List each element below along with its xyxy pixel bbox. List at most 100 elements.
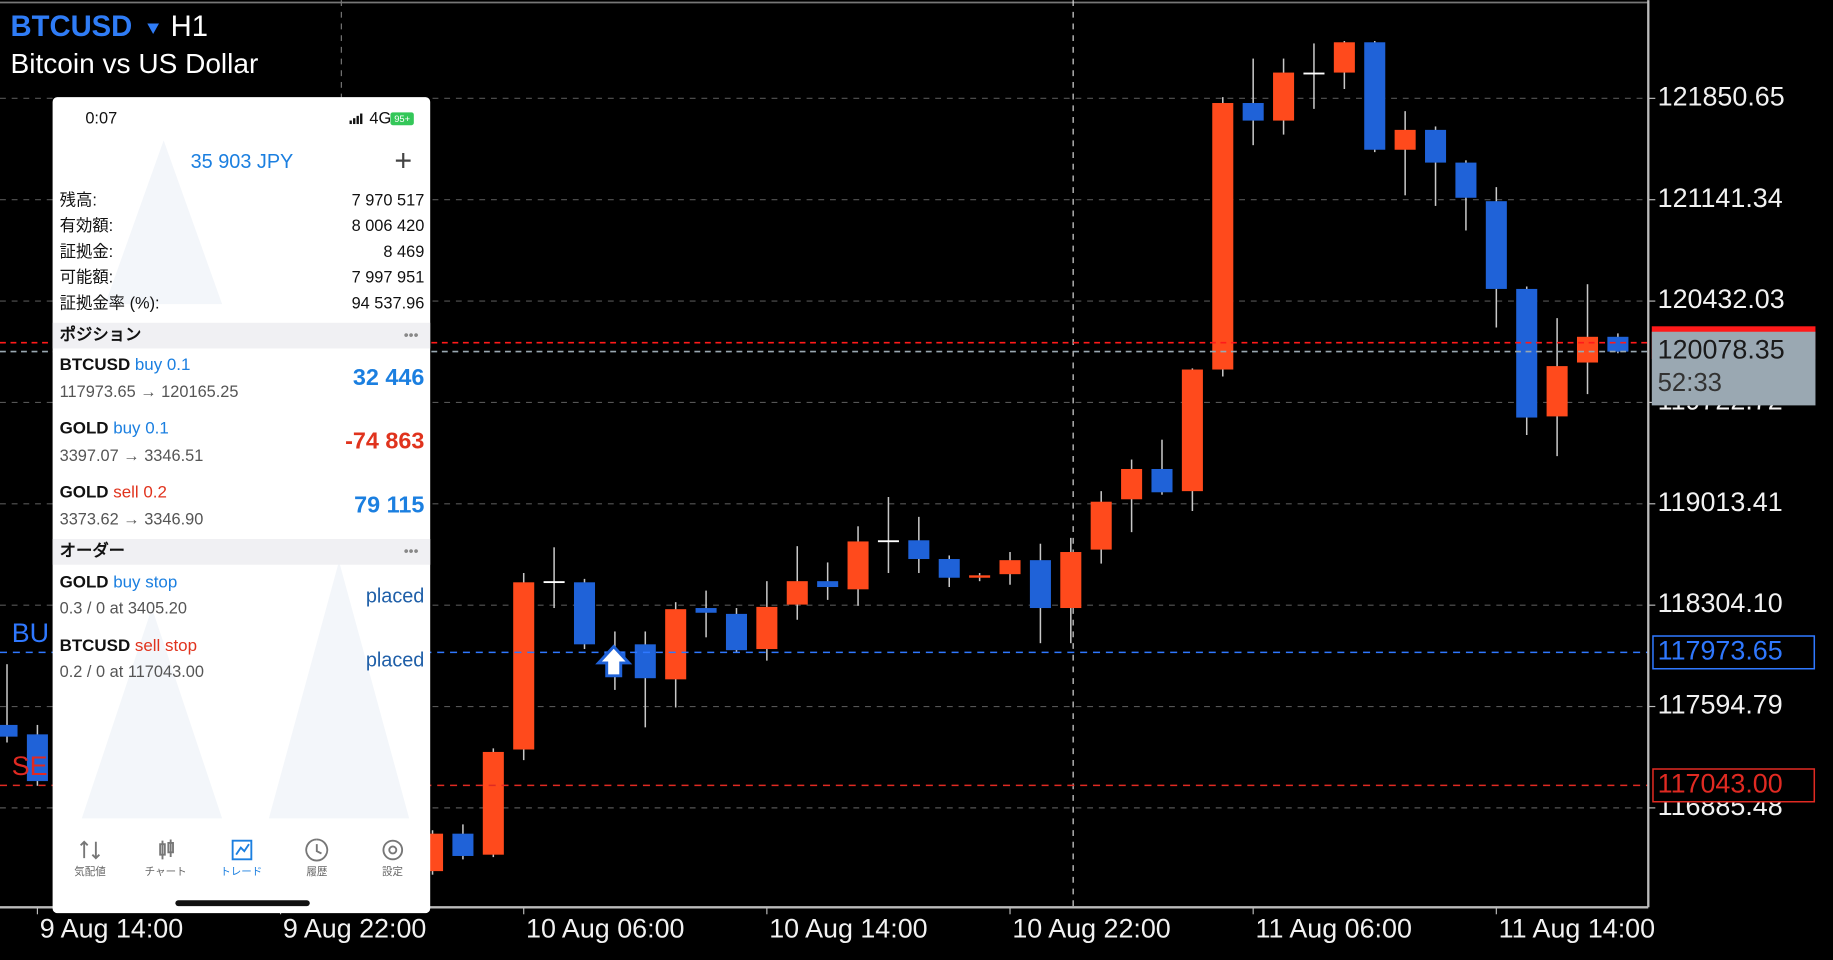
- candle-body: [817, 581, 839, 588]
- level-price-box: [1652, 635, 1816, 670]
- candle-body: [1273, 72, 1295, 121]
- tab-label[interactable]: チャート: [145, 866, 187, 878]
- section-title: オーダー: [60, 541, 125, 560]
- y-tick-label: 117594.79: [1658, 690, 1783, 720]
- tab-icon[interactable]: [231, 839, 253, 861]
- account-label: 証拠金:: [60, 243, 114, 261]
- candle-body: [938, 559, 960, 578]
- symbol: GOLD: [60, 483, 109, 502]
- tab-label[interactable]: 履歴: [306, 866, 328, 878]
- side: buy 0.1: [113, 419, 169, 438]
- candle-body: [1364, 42, 1386, 150]
- account-value: 8 006 420: [352, 217, 425, 235]
- candle-body: [1029, 560, 1051, 609]
- candle-body: [786, 581, 808, 605]
- tab-icon[interactable]: [305, 838, 329, 862]
- candle-body: [908, 540, 930, 560]
- symbol: BTCUSD: [60, 637, 131, 656]
- account-label: 証拠金率 (%):: [60, 294, 160, 312]
- account-label: 有効額:: [60, 217, 114, 235]
- arrow-marker: [595, 644, 633, 678]
- position-prices: 3373.62 → 3346.90: [60, 511, 204, 529]
- signal-icon: [349, 113, 363, 125]
- candle-body: [1090, 501, 1112, 550]
- network: 4G: [369, 110, 391, 128]
- tab-icon[interactable]: [159, 839, 174, 860]
- position-profit[interactable]: 32 446: [353, 364, 425, 390]
- add-button[interactable]: +: [394, 144, 412, 178]
- section-menu[interactable]: •••: [404, 543, 419, 559]
- side: buy 0.1: [135, 356, 191, 375]
- position-prices: 117973.65 → 120165.25: [60, 383, 239, 401]
- candle-body: [482, 751, 504, 855]
- candle-body: [1455, 162, 1477, 198]
- candle-body: [634, 644, 656, 679]
- x-tick-label: 11 Aug 14:00: [1499, 914, 1655, 944]
- x-tick-label: 10 Aug 14:00: [769, 914, 927, 944]
- candle-body: [1121, 468, 1143, 500]
- candle-body: [756, 606, 778, 650]
- x-tick-label: 10 Aug 22:00: [1012, 914, 1170, 944]
- section-band: [52, 539, 431, 565]
- candle-body: [1576, 336, 1599, 363]
- y-tick-label: 120432.03: [1658, 284, 1785, 314]
- candle-body: [1516, 288, 1538, 418]
- side: sell stop: [135, 637, 197, 656]
- tab-icon[interactable]: [382, 839, 404, 861]
- candle-body: [665, 609, 687, 680]
- candle-body: [725, 613, 747, 651]
- status-time: 0:07: [85, 110, 117, 128]
- order-detail: 0.2 / 0 at 117043.00: [60, 663, 204, 681]
- candle-body: [877, 540, 899, 543]
- symbol: GOLD: [60, 419, 109, 438]
- position-profit[interactable]: -74 863: [345, 428, 424, 454]
- tab-icon[interactable]: [80, 840, 101, 860]
- balance-header[interactable]: 35 903 JPY: [191, 151, 294, 173]
- candle-body: [1151, 468, 1173, 493]
- side: sell 0.2: [113, 483, 167, 502]
- candle-body: [0, 724, 18, 737]
- home-indicator: [175, 900, 310, 907]
- panel-watermark: [81, 140, 410, 819]
- buy-deal-arrow: [595, 644, 633, 678]
- level-label: SE: [12, 751, 48, 781]
- symbol-dropdown[interactable]: [147, 23, 159, 35]
- battery-level: 95+: [394, 114, 410, 124]
- order-detail: 0.3 / 0 at 3405.20: [60, 600, 187, 618]
- order-state[interactable]: placed: [366, 649, 425, 671]
- section-menu[interactable]: •••: [404, 326, 419, 342]
- section-band: [52, 322, 431, 349]
- candle-body: [847, 541, 869, 590]
- tab-label[interactable]: 気配値: [74, 865, 106, 878]
- tab-label[interactable]: トレード: [220, 866, 262, 878]
- position-prices: 3397.07 → 3346.51: [60, 447, 204, 465]
- candle-body: [1242, 103, 1264, 121]
- tab-icon[interactable]: [388, 845, 398, 855]
- bid-price-box: [1651, 331, 1816, 406]
- y-tick-label: 118304.10: [1658, 588, 1783, 618]
- level-label: BU: [12, 618, 49, 648]
- order-state[interactable]: placed: [366, 586, 425, 608]
- bar-countdown: 52:33: [1658, 369, 1722, 397]
- level-price: 117973.65: [1658, 635, 1783, 665]
- candle-body: [695, 608, 717, 613]
- position-profit[interactable]: 79 115: [354, 491, 424, 517]
- position-title: BTCUSD buy 0.1: [60, 356, 191, 375]
- bid-price: 120078.35: [1658, 335, 1785, 365]
- account-label: 残高:: [60, 192, 97, 210]
- candle-body: [1060, 552, 1082, 609]
- level-price: 117043.00: [1658, 768, 1783, 798]
- candle-body: [1181, 369, 1203, 492]
- position-title: GOLD sell 0.2: [60, 483, 167, 502]
- candle-body: [543, 581, 565, 584]
- timeframe[interactable]: H1: [171, 11, 208, 43]
- candle-body: [1212, 103, 1234, 370]
- candle-body: [1485, 201, 1507, 289]
- candle-body: [1394, 129, 1416, 150]
- symbol: BTCUSD: [60, 356, 131, 375]
- symbol[interactable]: BTCUSD: [11, 11, 133, 43]
- candle-body: [1303, 72, 1325, 75]
- account-value: 7 997 951: [352, 269, 425, 287]
- tab-label[interactable]: 設定: [382, 866, 404, 878]
